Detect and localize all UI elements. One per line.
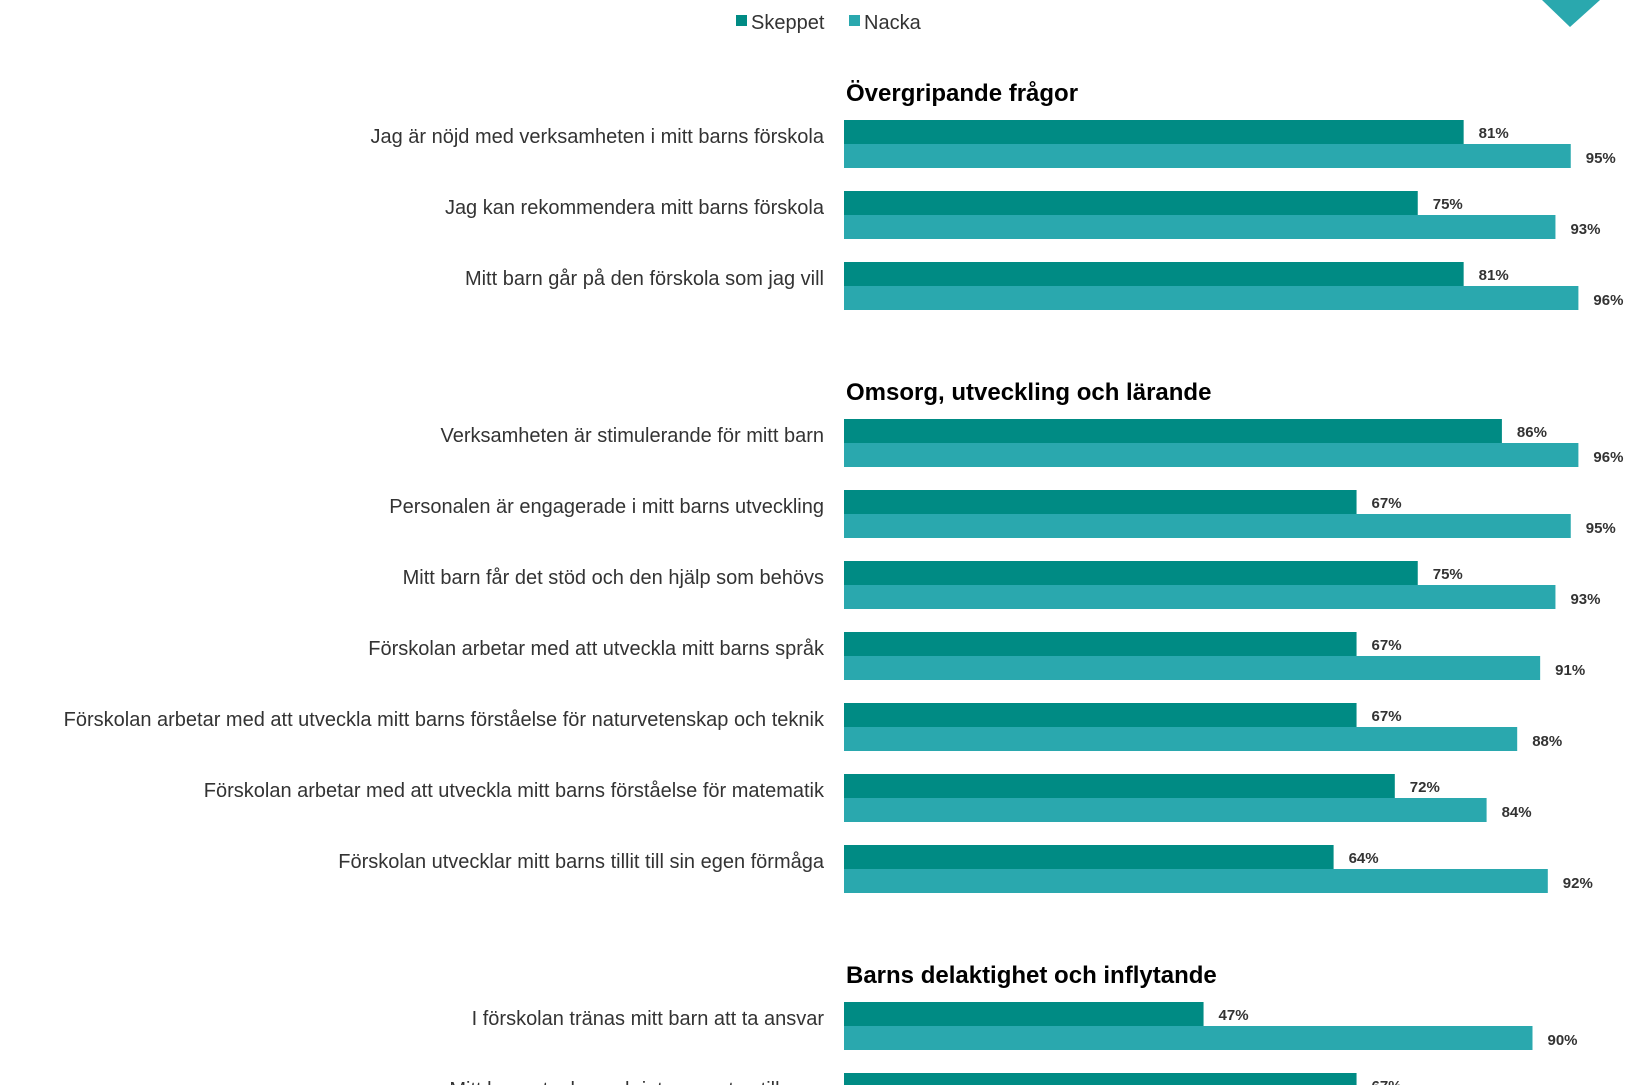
data-label-skeppet: 67% — [1372, 637, 1402, 654]
data-label-skeppet: 67% — [1372, 1078, 1402, 1085]
row-label: Mitt barn får det stöd och den hjälp som… — [403, 567, 824, 589]
bar-skeppet — [844, 845, 1334, 869]
data-label-nacka: 96% — [1593, 292, 1623, 309]
row-label: Förskolan arbetar med att utveckla mitt … — [64, 709, 825, 731]
bar-skeppet — [844, 703, 1357, 727]
data-label-skeppet: 81% — [1479, 125, 1509, 142]
row-label: Mitt barns tankar och intressen tas till… — [449, 1079, 824, 1085]
bar-nacka — [844, 144, 1571, 168]
data-label-skeppet: 72% — [1410, 779, 1440, 796]
data-label-skeppet: 86% — [1517, 424, 1547, 441]
bar-skeppet — [844, 419, 1502, 443]
bar-nacka — [844, 443, 1579, 467]
row-label: Förskolan arbetar med att utveckla mitt … — [368, 638, 825, 660]
bar-nacka — [844, 286, 1579, 310]
section-title: Omsorg, utveckling och lärande — [846, 379, 1211, 406]
row-label: Jag kan rekommendera mitt barns förskola — [445, 197, 825, 219]
data-label-nacka: 88% — [1532, 733, 1562, 750]
row-label: Personalen är engagerade i mitt barns ut… — [389, 496, 824, 518]
bar-skeppet — [844, 774, 1395, 798]
data-label-skeppet: 81% — [1479, 267, 1509, 284]
row-label: Verksamheten är stimulerande för mitt ba… — [440, 425, 824, 447]
chart-body: Övergripande frågor Jag är nöjd med verks… — [64, 80, 1623, 1085]
legend-swatch-skeppet — [736, 15, 747, 26]
bar-nacka — [844, 656, 1541, 680]
data-label-nacka: 95% — [1586, 520, 1616, 537]
legend: Skeppet Nacka — [736, 12, 922, 34]
bar-nacka — [844, 727, 1518, 751]
data-label-nacka: 92% — [1563, 875, 1593, 892]
row-label: Förskolan utvecklar mitt barns tillit ti… — [338, 851, 825, 873]
data-label-skeppet: 75% — [1433, 566, 1463, 583]
bar-skeppet — [844, 1073, 1357, 1085]
data-label-nacka: 96% — [1593, 449, 1623, 466]
data-label-skeppet: 64% — [1349, 850, 1379, 867]
bar-skeppet — [844, 632, 1357, 656]
data-label-nacka: 90% — [1548, 1032, 1578, 1049]
bar-nacka — [844, 1026, 1533, 1050]
bar-skeppet — [844, 120, 1464, 144]
legend-label-skeppet: Skeppet — [751, 12, 825, 34]
bar-nacka — [844, 869, 1548, 893]
row-label: I förskolan tränas mitt barn att ta ansv… — [472, 1008, 825, 1030]
bar-skeppet — [844, 490, 1357, 514]
bar-nacka — [844, 514, 1571, 538]
row-label: Mitt barn går på den förskola som jag vi… — [465, 268, 824, 290]
data-label-nacka: 93% — [1570, 591, 1600, 608]
section-title: Övergripande frågor — [846, 80, 1078, 107]
data-label-nacka: 95% — [1586, 150, 1616, 167]
bar-skeppet — [844, 561, 1418, 585]
data-label-skeppet: 67% — [1372, 495, 1402, 512]
bar-skeppet — [844, 262, 1464, 286]
legend-label-nacka: Nacka — [864, 12, 922, 34]
row-label: Jag är nöjd med verksamheten i mitt barn… — [370, 126, 824, 148]
bar-nacka — [844, 215, 1556, 239]
legend-swatch-nacka — [849, 15, 860, 26]
data-label-skeppet: 75% — [1433, 196, 1463, 213]
bar-nacka — [844, 585, 1556, 609]
section-title: Barns delaktighet och inflytande — [846, 962, 1217, 989]
bar-skeppet — [844, 1002, 1204, 1026]
data-label-nacka: 93% — [1570, 221, 1600, 238]
row-label: Förskolan arbetar med att utveckla mitt … — [204, 780, 825, 802]
data-label-skeppet: 47% — [1219, 1007, 1249, 1024]
data-label-nacka: 91% — [1555, 662, 1585, 679]
teal-triangle-logo — [1542, 0, 1600, 27]
data-label-nacka: 84% — [1502, 804, 1532, 821]
bar-nacka — [844, 798, 1487, 822]
data-label-skeppet: 67% — [1372, 708, 1402, 725]
bar-skeppet — [844, 191, 1418, 215]
